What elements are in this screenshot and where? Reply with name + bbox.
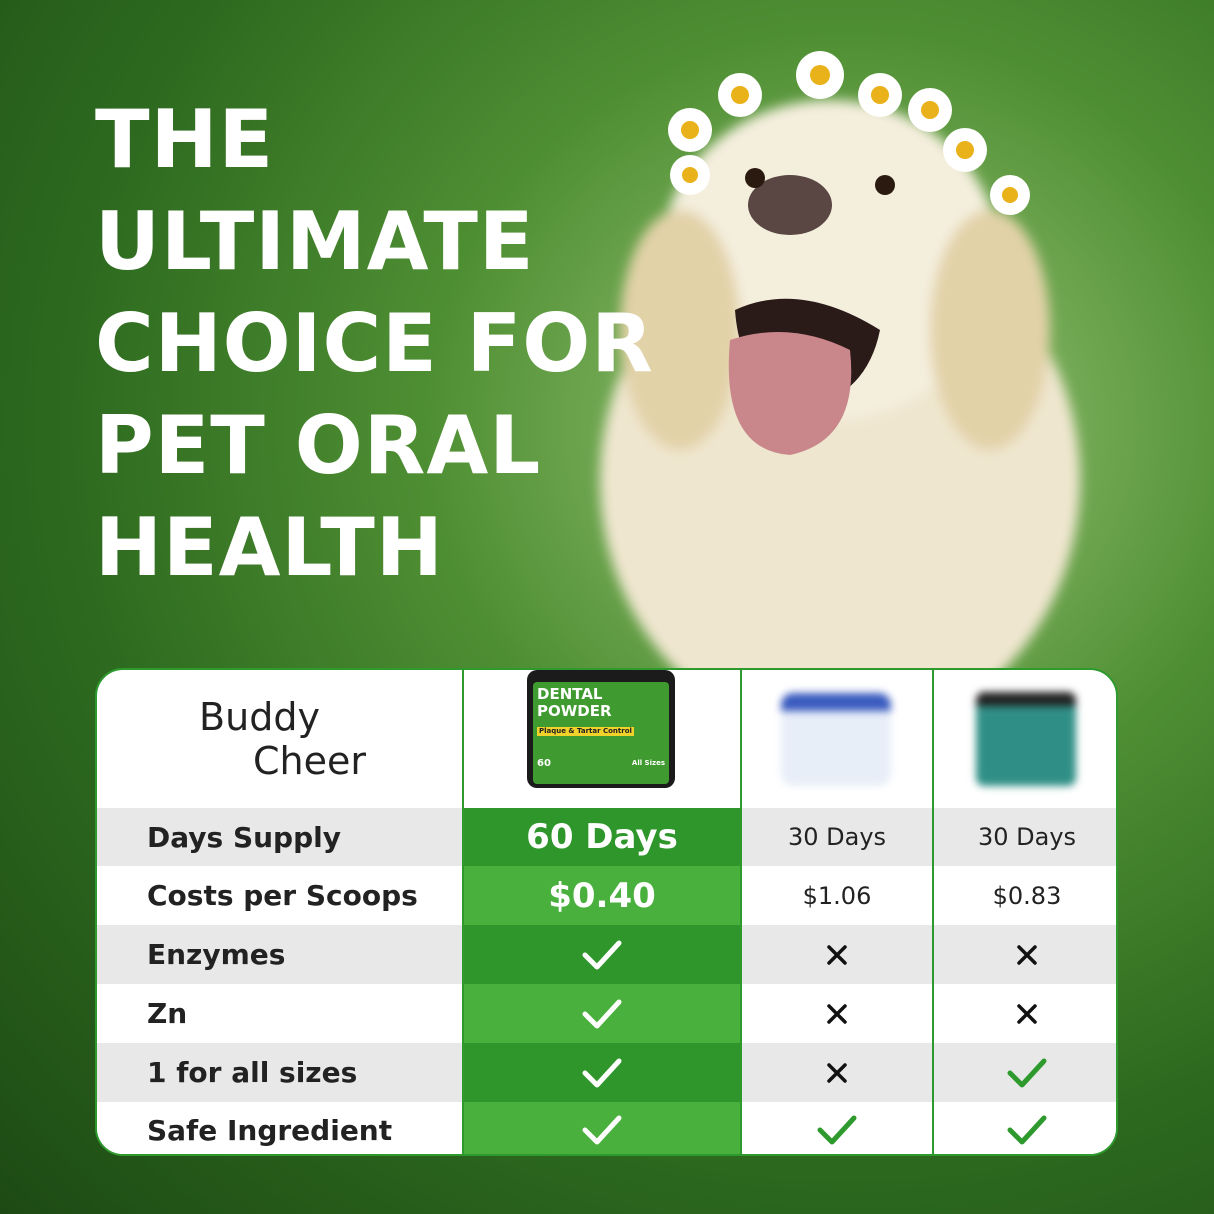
product-name: POWDER [537, 702, 612, 720]
table-cell [740, 925, 932, 984]
cross-icon [827, 1062, 847, 1083]
table-cell: 30 Days [740, 808, 932, 866]
table-cell: 60 Days [462, 808, 740, 866]
check-icon [582, 940, 622, 969]
column-divider [740, 670, 742, 808]
row-label: 1 for all sizes [97, 1043, 462, 1102]
brand-line2: Cheer [253, 739, 366, 783]
product-tagline: Plaque & Tartar Control [537, 727, 634, 736]
cross-icon [827, 944, 847, 965]
headline-line: HEALTH [95, 501, 444, 594]
headline-line: CHOICE FOR [95, 297, 654, 390]
row-label: Costs per Scoops [97, 866, 462, 925]
headline-line: PET ORAL [95, 399, 542, 492]
check-icon [817, 1115, 857, 1145]
product-name: DENTAL [537, 685, 603, 703]
table-cell [462, 1102, 740, 1154]
headline-line: THE [95, 93, 275, 186]
check-icon [1007, 1115, 1047, 1145]
check-icon [1007, 1058, 1047, 1087]
competitor-image [740, 670, 932, 808]
column-divider [932, 670, 934, 808]
brand-line1: Buddy [199, 695, 320, 739]
headline-line: ULTIMATE [95, 195, 535, 288]
table-cell [740, 984, 932, 1043]
product-badge: All Sizes [631, 759, 665, 767]
table-cell: $1.06 [740, 866, 932, 925]
table-cell [740, 1043, 932, 1102]
table-cell [740, 1102, 932, 1154]
row-label: Zn [97, 984, 462, 1043]
product-image: DENTAL POWDER Plaque & Tartar Control 60… [462, 670, 740, 808]
table-cell [462, 925, 740, 984]
table-cell [932, 984, 1116, 1043]
table-cell: $0.40 [462, 866, 740, 925]
cross-icon [827, 1003, 847, 1024]
product-count: 60 [537, 758, 551, 769]
comparison-table: Buddy Cheer DENTAL POWDER Plaque & Tarta… [95, 668, 1118, 1156]
table-cell: $0.83 [932, 866, 1116, 925]
table-cell: 30 Days [932, 808, 1116, 866]
check-icon [582, 999, 622, 1028]
check-icon [582, 1115, 622, 1145]
row-label: Safe Ingredient [97, 1102, 462, 1154]
table-cell [462, 1043, 740, 1102]
competitor-image [932, 670, 1116, 808]
table-cell [932, 925, 1116, 984]
cross-icon [1017, 944, 1037, 965]
column-divider [462, 670, 464, 808]
row-label: Days Supply [97, 808, 462, 866]
table-cell [932, 1043, 1116, 1102]
check-icon [582, 1058, 622, 1087]
table-cell [462, 984, 740, 1043]
table-cell [932, 1102, 1116, 1154]
cross-icon [1017, 1003, 1037, 1024]
row-label: Enzymes [97, 925, 462, 984]
brand-logo: Buddy Cheer [97, 670, 462, 808]
